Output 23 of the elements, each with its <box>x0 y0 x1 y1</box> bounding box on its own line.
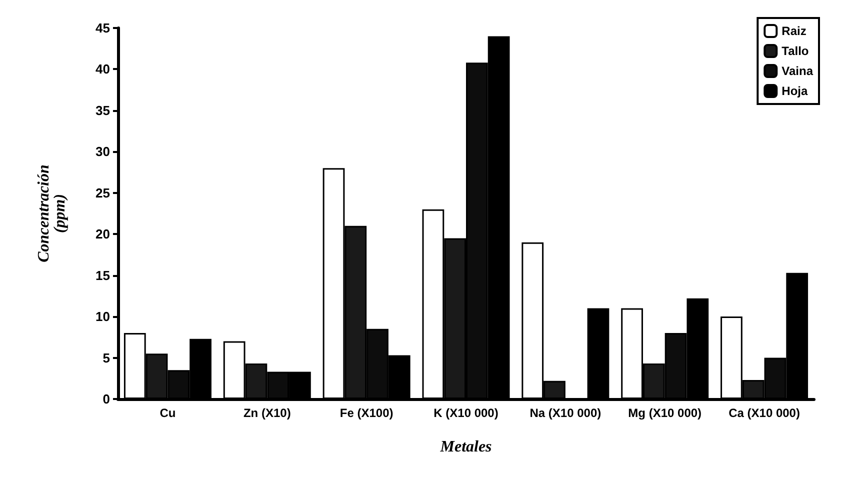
legend-label: Hoja <box>782 84 808 98</box>
y-tick-label: 45 <box>96 20 110 36</box>
legend-label: Vaina <box>782 64 814 78</box>
y-tick-label: 15 <box>96 268 110 283</box>
y-tick-label: 20 <box>96 226 110 242</box>
y-tick-label: 5 <box>102 350 110 366</box>
x-axis-title: Metales <box>439 438 492 456</box>
x-tick-label: Zn (X10) <box>243 406 291 420</box>
x-tick-label: Na (X10 000) <box>530 406 602 420</box>
y-tick-label: 0 <box>102 392 110 406</box>
legend-label: Tallo <box>782 44 809 58</box>
legend-label: Raiz <box>782 24 806 38</box>
y-tick-label: 25 <box>96 185 110 200</box>
y-tick-label: 10 <box>96 309 110 324</box>
y-axis-title: Concentración (ppm) <box>36 164 68 262</box>
y-tick-label: 30 <box>96 144 110 160</box>
x-tick-label: Mg (X10 000) <box>628 406 702 420</box>
y-tick-label: 35 <box>96 102 110 118</box>
x-tick-label: K (X10 000) <box>434 406 498 420</box>
x-tick-label: Ca (X10 000) <box>728 406 800 420</box>
y-tick-label: 40 <box>96 62 110 77</box>
x-tick-label: Cu <box>160 406 176 420</box>
x-tick-label: Fe (X100) <box>340 406 394 420</box>
